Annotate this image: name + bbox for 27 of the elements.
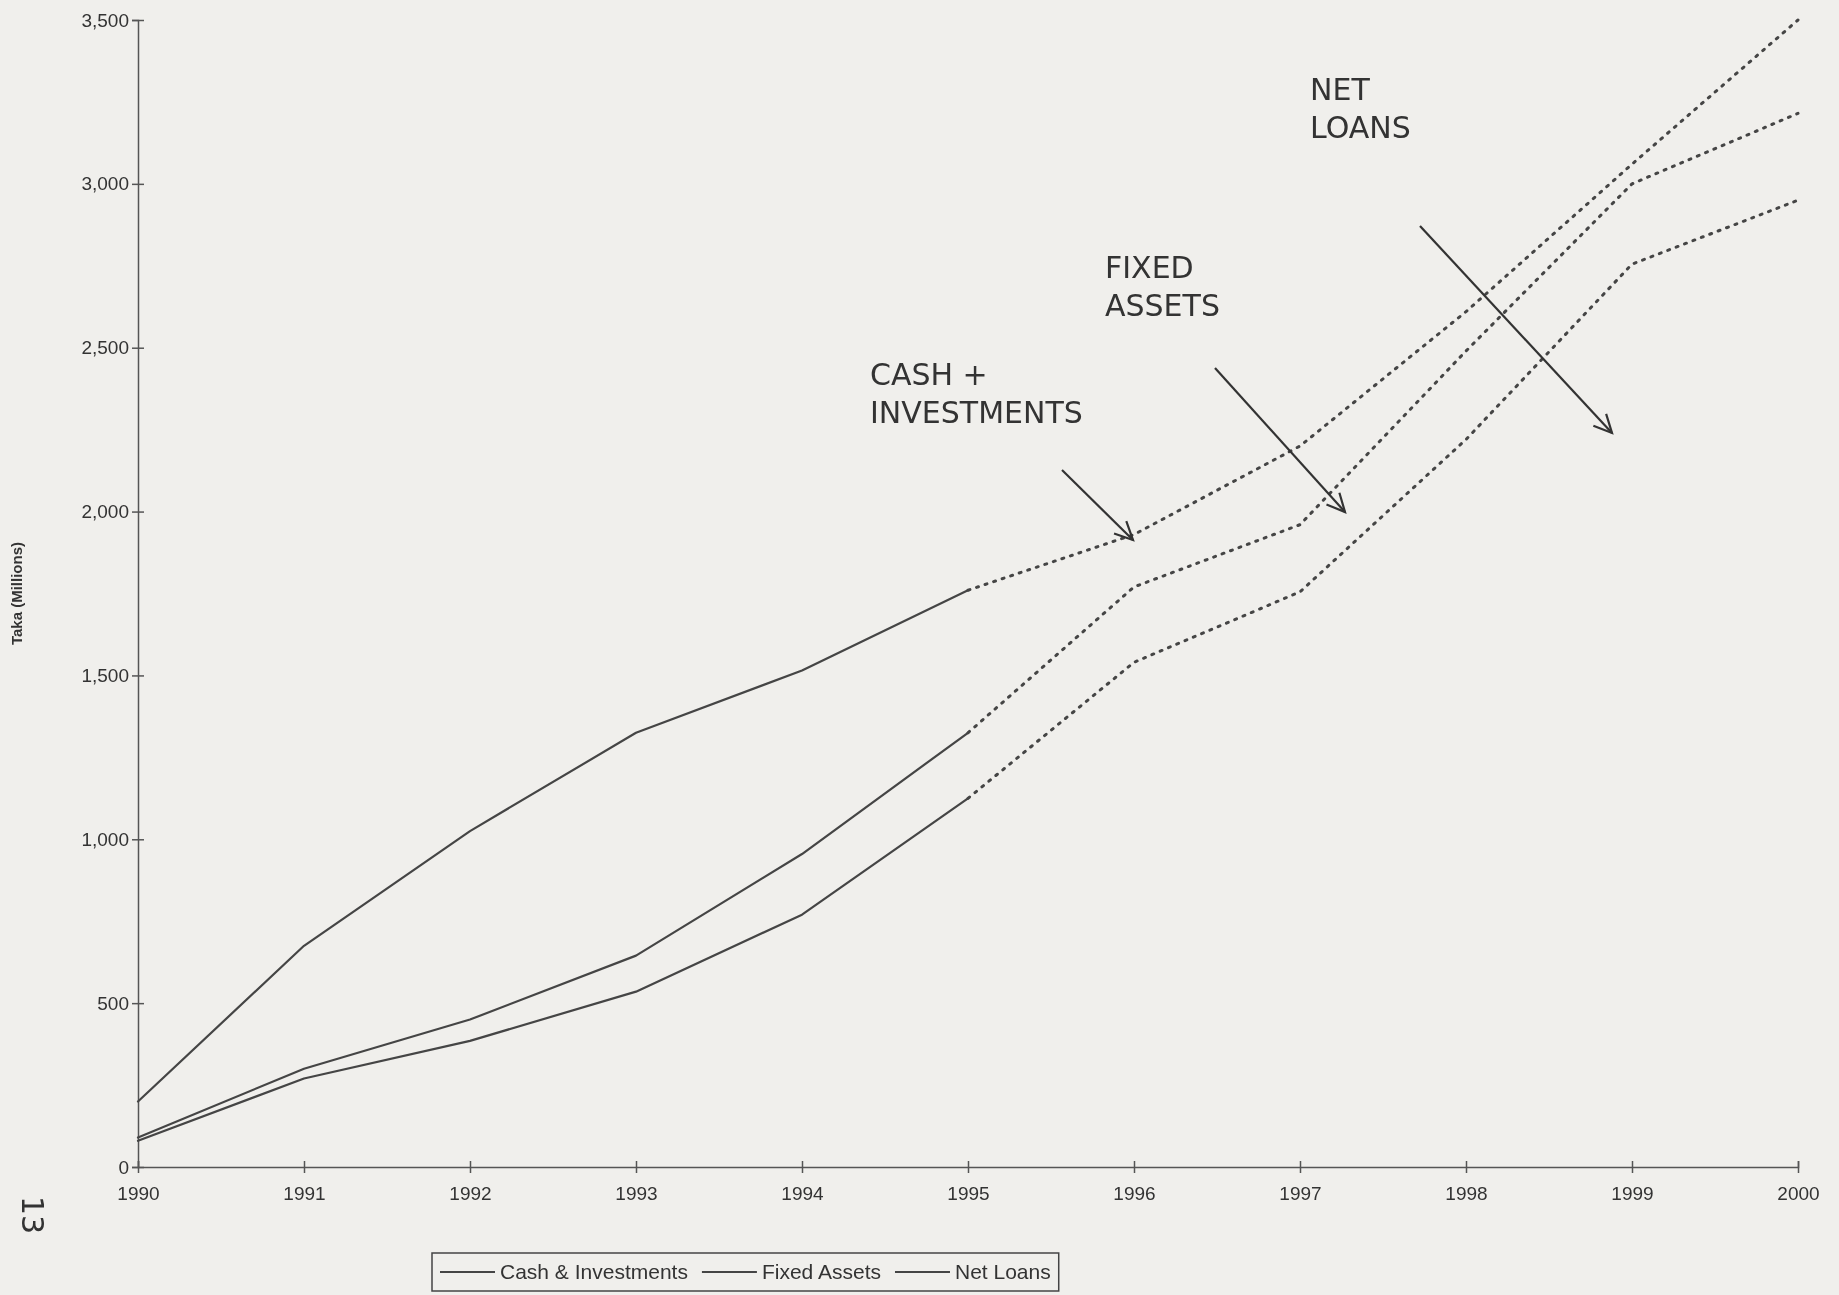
x-tick-label: 1997	[1279, 1183, 1322, 1205]
y-tick-label: 2,000	[81, 501, 129, 523]
annotation: NET LOANS	[1310, 72, 1411, 145]
legend-label: Cash & Investments	[500, 1260, 688, 1284]
y-tick-label: 2,500	[81, 337, 129, 359]
x-tick-label: 1993	[615, 1183, 658, 1205]
x-tick-label: 1994	[781, 1183, 825, 1205]
y-tick-label: 3,000	[81, 173, 129, 195]
y-tick-label: 1,500	[81, 665, 129, 687]
text: 13	[15, 1195, 50, 1235]
y-tick-label: 3,500	[81, 9, 129, 31]
legend-label: Fixed Assets	[761, 1260, 881, 1284]
annotation: CASH + INVESTMENTS	[870, 357, 1083, 430]
x-tick-label: 2000	[1777, 1183, 1820, 1205]
x-tick-label: 1999	[1611, 1183, 1654, 1205]
x-tick-label: 1996	[1113, 1183, 1156, 1205]
x-tick-label: 1990	[117, 1183, 160, 1205]
y-tick-label: 500	[97, 992, 129, 1014]
x-tick-label: 1991	[283, 1183, 326, 1205]
y-tick-label: 0	[118, 1156, 129, 1178]
annotation: FIXED ASSETS	[1105, 250, 1220, 323]
y-axis-title: Taka (Millions)	[8, 541, 25, 646]
x-tick-label: 1992	[449, 1183, 492, 1205]
y-tick-label: 1,000	[81, 828, 129, 850]
x-tick-label: 1998	[1445, 1183, 1488, 1205]
legend-label: Net Loans	[954, 1260, 1051, 1284]
x-tick-label: 1995	[947, 1183, 990, 1205]
